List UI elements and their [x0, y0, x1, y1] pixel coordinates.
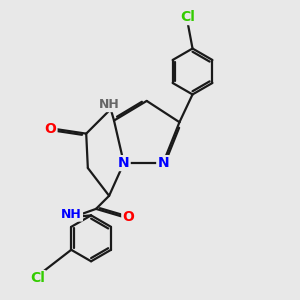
Text: O: O: [45, 122, 56, 136]
Text: NH: NH: [61, 208, 82, 220]
Text: N: N: [118, 156, 130, 170]
Text: N: N: [157, 156, 169, 170]
Text: NH: NH: [99, 98, 120, 111]
Text: O: O: [122, 210, 134, 224]
Text: Cl: Cl: [180, 10, 195, 24]
Text: Cl: Cl: [30, 271, 45, 285]
